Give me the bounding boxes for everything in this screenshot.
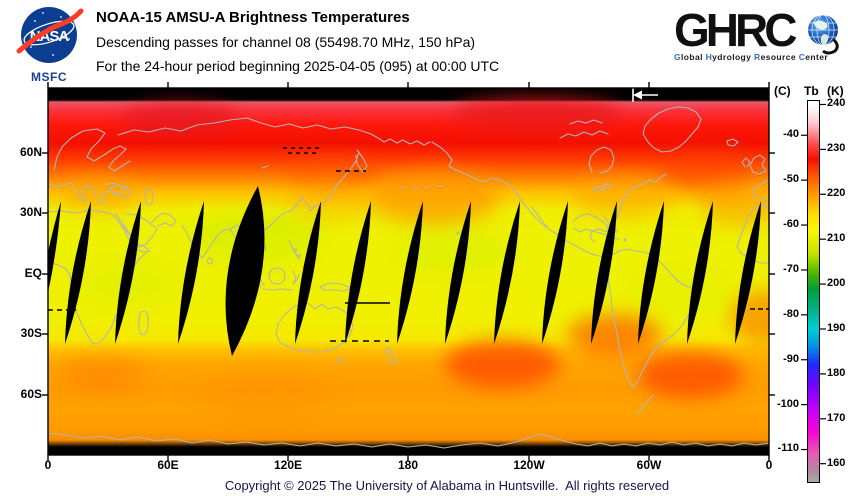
- ghrc-acronym-c: C: [764, 4, 797, 56]
- map-color-blob: [370, 170, 500, 225]
- kelvin-tick-label: 240: [827, 97, 846, 109]
- lon-label-180: 180: [397, 458, 419, 472]
- kelvin-tick-label: 190: [827, 322, 846, 334]
- map-color-blob: [567, 314, 662, 356]
- tagline-word: ydrology: [712, 52, 752, 62]
- kelvin-tick-label: 220: [827, 187, 846, 199]
- celsius-tick-label: -40: [783, 128, 799, 140]
- subtitle-channel: Descending passes for channel 08 (55498.…: [96, 34, 476, 50]
- celsius-tick-label: -90: [783, 353, 799, 365]
- tagline-initial: R: [754, 52, 761, 62]
- lon-label-60w: 60W: [636, 458, 662, 472]
- msfc-label: MSFC: [31, 70, 67, 84]
- tagline-word: enter: [805, 52, 829, 62]
- map-color-blob: [632, 272, 732, 312]
- lat-label-30s: 30S: [20, 326, 42, 340]
- celsius-tick-label: -80: [783, 308, 799, 320]
- map-color-blob: [192, 210, 322, 262]
- map-color-blob: [445, 340, 560, 388]
- tagline-word: lobal: [681, 52, 703, 62]
- celsius-tick-label: -50: [783, 173, 799, 185]
- map-color-blob: [200, 374, 330, 414]
- lon-label-120e: 120E: [273, 458, 303, 472]
- map-color-blob: [730, 290, 769, 345]
- map-color-blob: [120, 104, 240, 134]
- subtitle-period: For the 24-hour period beginning 2025-04…: [96, 58, 500, 74]
- kelvin-tick-label: 160: [827, 457, 846, 469]
- copyright-text: Copyright © 2025 The University of Alaba…: [224, 478, 670, 493]
- map-color-blob: [286, 182, 381, 220]
- nasa-logo: NASA MSFC: [10, 5, 88, 84]
- lat-label-60s: 60S: [20, 387, 42, 401]
- celsius-tick-label: -70: [783, 263, 799, 275]
- map-color-blob: [638, 352, 743, 398]
- tagline-initial: H: [705, 52, 713, 62]
- ghrc-acronym: GHRC: [674, 2, 850, 58]
- map-color-blob: [572, 176, 677, 218]
- colorbar: [807, 100, 820, 483]
- map-color-blob: [400, 230, 510, 274]
- map-color-blob: [60, 356, 145, 392]
- kelvin-tick-label: 210: [827, 232, 846, 244]
- tagline-initial: G: [674, 52, 682, 62]
- colorbar-unit-celsius: (C): [774, 84, 791, 98]
- ghrc-logo: GHRC Global Hydrology Resource Center: [674, 2, 850, 62]
- lon-label-0w: 0: [765, 458, 773, 472]
- ghrc-tagline: Global Hydrology Resource Center: [674, 52, 850, 62]
- map-color-blob: [60, 176, 140, 212]
- lat-label-eq: EQ: [24, 266, 42, 280]
- lat-label-60n: 60N: [19, 145, 42, 159]
- page-title: NOAA-15 AMSU-A Brightness Temperatures: [96, 9, 410, 26]
- lat-label-30n: 30N: [19, 205, 42, 219]
- celsius-tick-label: -110: [777, 442, 799, 454]
- map-color-blob: [452, 98, 622, 130]
- tagline-initial: C: [798, 52, 806, 62]
- map-color-blob: [700, 180, 769, 226]
- map-color-blob: [78, 264, 178, 304]
- kelvin-tick-label: 170: [827, 412, 846, 424]
- brightness-temperature-map: [48, 88, 769, 455]
- lon-label-60e: 60E: [157, 458, 179, 472]
- nasa-meatball-icon: NASA: [16, 7, 84, 63]
- colorbar-unit-kelvin: (K): [827, 84, 844, 98]
- kelvin-tick-label: 200: [827, 277, 846, 289]
- colorbar-quantity-label: Tb: [804, 84, 819, 98]
- kelvin-tick-label: 230: [827, 142, 846, 154]
- celsius-tick-label: -60: [783, 218, 799, 230]
- lon-label-120w: 120W: [513, 458, 545, 472]
- ghrc-acronym-prefix: GHR: [674, 4, 768, 56]
- tagline-word: esource: [760, 52, 796, 62]
- ghrc-globe-icon: [808, 14, 839, 55]
- lon-label-0e: 0: [44, 458, 52, 472]
- kelvin-tick-label: 180: [827, 367, 846, 379]
- celsius-tick-label: -100: [776, 398, 799, 410]
